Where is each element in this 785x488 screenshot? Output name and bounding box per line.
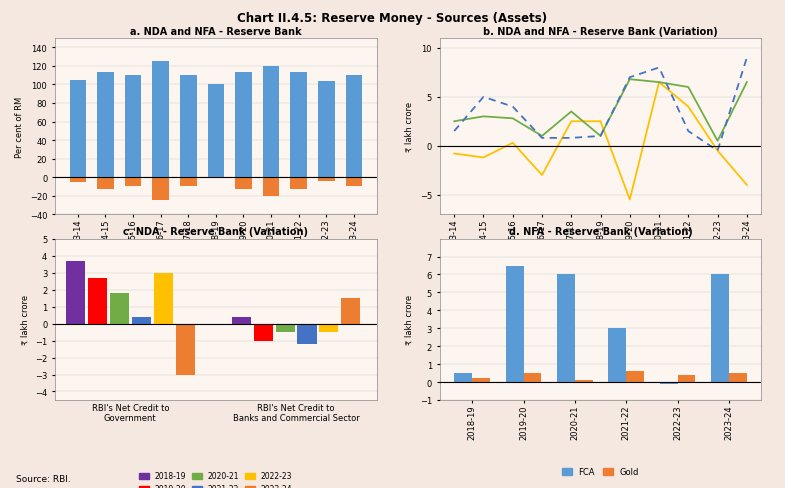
- Bar: [263, 178, 279, 196]
- Bar: [152, 178, 169, 201]
- Bar: [276, 324, 294, 332]
- Y-axis label: ₹ lakh crore: ₹ lakh crore: [405, 102, 414, 152]
- Y-axis label: ₹ lakh crore: ₹ lakh crore: [20, 295, 29, 345]
- NDA: [625, 197, 634, 203]
- NDA: [655, 80, 664, 86]
- NFA Adjusted for Valuation: [596, 134, 605, 140]
- Bar: [677, 375, 696, 382]
- Bar: [110, 293, 129, 324]
- Bar: [180, 178, 196, 187]
- Bar: [176, 324, 195, 375]
- NDA: [596, 119, 605, 125]
- Bar: [341, 299, 360, 324]
- NFA: [625, 77, 634, 83]
- Bar: [626, 371, 644, 382]
- Text: Chart II.4.5: Reserve Money - Sources (Assets): Chart II.4.5: Reserve Money - Sources (A…: [237, 12, 548, 25]
- Y-axis label: Per cent of RM: Per cent of RM: [15, 96, 24, 158]
- Bar: [70, 81, 86, 178]
- NFA Adjusted for Valuation: [508, 104, 517, 110]
- Bar: [263, 67, 279, 178]
- NFA: [655, 80, 664, 86]
- Bar: [345, 76, 362, 178]
- NFA Adjusted for Valuation: [742, 56, 751, 61]
- Bar: [125, 76, 141, 178]
- Bar: [207, 178, 225, 179]
- Line: NFA Adjusted for Valuation: NFA Adjusted for Valuation: [455, 59, 747, 151]
- Legend: FCA, Gold: FCA, Gold: [558, 464, 643, 480]
- Bar: [506, 266, 524, 382]
- Legend: NDA, NFA, NFA Adjusted for Valuation: NDA, NFA, NFA Adjusted for Valuation: [498, 292, 703, 307]
- Bar: [318, 81, 334, 178]
- Text: Source: RBI.: Source: RBI.: [16, 474, 71, 483]
- NDA: [713, 148, 722, 154]
- Bar: [132, 317, 151, 324]
- Title: d. NFA - Reserve Bank (Variation): d. NFA - Reserve Bank (Variation): [509, 227, 692, 237]
- Y-axis label: ₹ lakh crore: ₹ lakh crore: [405, 295, 414, 345]
- NFA: [713, 139, 722, 144]
- NDA: [450, 151, 459, 157]
- NFA Adjusted for Valuation: [625, 75, 634, 81]
- Bar: [290, 178, 307, 190]
- NDA: [567, 119, 576, 125]
- Bar: [473, 379, 490, 382]
- NFA Adjusted for Valuation: [537, 136, 546, 142]
- Legend: NFA, NDA: NFA, NDA: [174, 286, 257, 302]
- Bar: [659, 382, 677, 384]
- Bar: [125, 178, 141, 187]
- NDA: [479, 155, 488, 161]
- Legend: 2018-19, 2019-20, 2020-21, 2021-22, 2022-23, 2023-24: 2018-19, 2019-20, 2020-21, 2021-22, 2022…: [137, 468, 295, 488]
- Bar: [236, 178, 252, 190]
- Bar: [455, 373, 473, 382]
- Bar: [711, 275, 728, 382]
- Bar: [345, 178, 362, 187]
- Title: b. NDA and NFA - Reserve Bank (Variation): b. NDA and NFA - Reserve Bank (Variation…: [483, 27, 718, 37]
- Bar: [88, 278, 107, 324]
- Line: NDA: NDA: [455, 83, 747, 200]
- NFA: [567, 109, 576, 115]
- Bar: [232, 317, 250, 324]
- Bar: [290, 73, 307, 178]
- Line: NFA: NFA: [455, 80, 747, 142]
- Bar: [608, 328, 626, 382]
- Bar: [154, 273, 173, 324]
- NFA Adjusted for Valuation: [684, 129, 693, 135]
- Bar: [254, 324, 272, 341]
- Bar: [97, 178, 114, 190]
- NFA: [742, 80, 751, 86]
- Bar: [728, 373, 747, 382]
- Bar: [180, 76, 196, 178]
- NFA Adjusted for Valuation: [567, 136, 576, 142]
- NFA Adjusted for Valuation: [713, 148, 722, 154]
- Bar: [70, 178, 86, 183]
- NFA Adjusted for Valuation: [450, 129, 459, 135]
- Bar: [207, 84, 225, 178]
- Bar: [319, 324, 338, 332]
- Bar: [557, 275, 575, 382]
- Bar: [524, 373, 542, 382]
- Bar: [152, 62, 169, 178]
- Bar: [97, 73, 114, 178]
- NFA: [596, 134, 605, 140]
- Bar: [66, 261, 85, 324]
- Bar: [236, 73, 252, 178]
- Bar: [298, 324, 316, 344]
- NDA: [508, 141, 517, 146]
- Bar: [575, 381, 593, 382]
- Title: c. NDA - Reserve Bank (Variation): c. NDA - Reserve Bank (Variation): [123, 227, 309, 237]
- Title: a. NDA and NFA - Reserve Bank: a. NDA and NFA - Reserve Bank: [130, 27, 301, 37]
- NFA Adjusted for Valuation: [479, 95, 488, 101]
- NFA: [508, 116, 517, 122]
- NFA: [537, 134, 546, 140]
- NDA: [684, 104, 693, 110]
- NDA: [742, 183, 751, 188]
- NFA: [450, 119, 459, 125]
- NFA Adjusted for Valuation: [655, 65, 664, 71]
- NFA: [479, 114, 488, 120]
- Bar: [318, 178, 334, 182]
- NFA: [684, 85, 693, 91]
- NDA: [537, 173, 546, 179]
